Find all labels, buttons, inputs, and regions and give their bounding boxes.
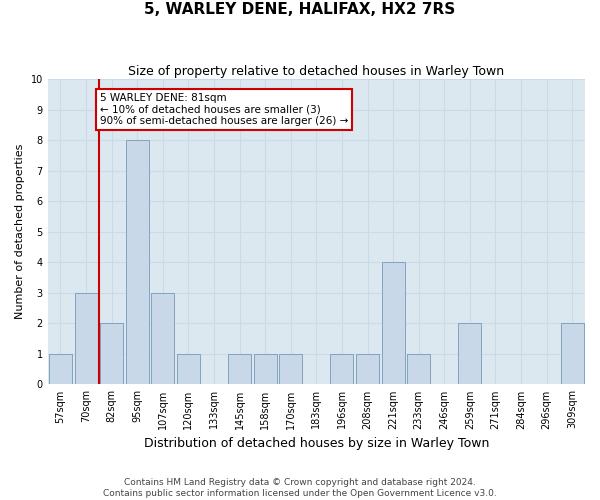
Bar <box>228 354 251 384</box>
Bar <box>177 354 200 384</box>
Y-axis label: Number of detached properties: Number of detached properties <box>15 144 25 320</box>
Text: 5 WARLEY DENE: 81sqm
← 10% of detached houses are smaller (3)
90% of semi-detach: 5 WARLEY DENE: 81sqm ← 10% of detached h… <box>100 93 349 126</box>
Bar <box>458 324 481 384</box>
Bar <box>126 140 149 384</box>
X-axis label: Distribution of detached houses by size in Warley Town: Distribution of detached houses by size … <box>143 437 489 450</box>
Bar <box>560 324 584 384</box>
Text: Contains HM Land Registry data © Crown copyright and database right 2024.
Contai: Contains HM Land Registry data © Crown c… <box>103 478 497 498</box>
Bar <box>382 262 404 384</box>
Text: 5, WARLEY DENE, HALIFAX, HX2 7RS: 5, WARLEY DENE, HALIFAX, HX2 7RS <box>145 2 455 18</box>
Bar <box>100 324 123 384</box>
Bar <box>356 354 379 384</box>
Bar <box>279 354 302 384</box>
Bar <box>74 293 98 384</box>
Bar <box>151 293 175 384</box>
Title: Size of property relative to detached houses in Warley Town: Size of property relative to detached ho… <box>128 65 505 78</box>
Bar <box>254 354 277 384</box>
Bar <box>331 354 353 384</box>
Bar <box>407 354 430 384</box>
Bar <box>49 354 72 384</box>
